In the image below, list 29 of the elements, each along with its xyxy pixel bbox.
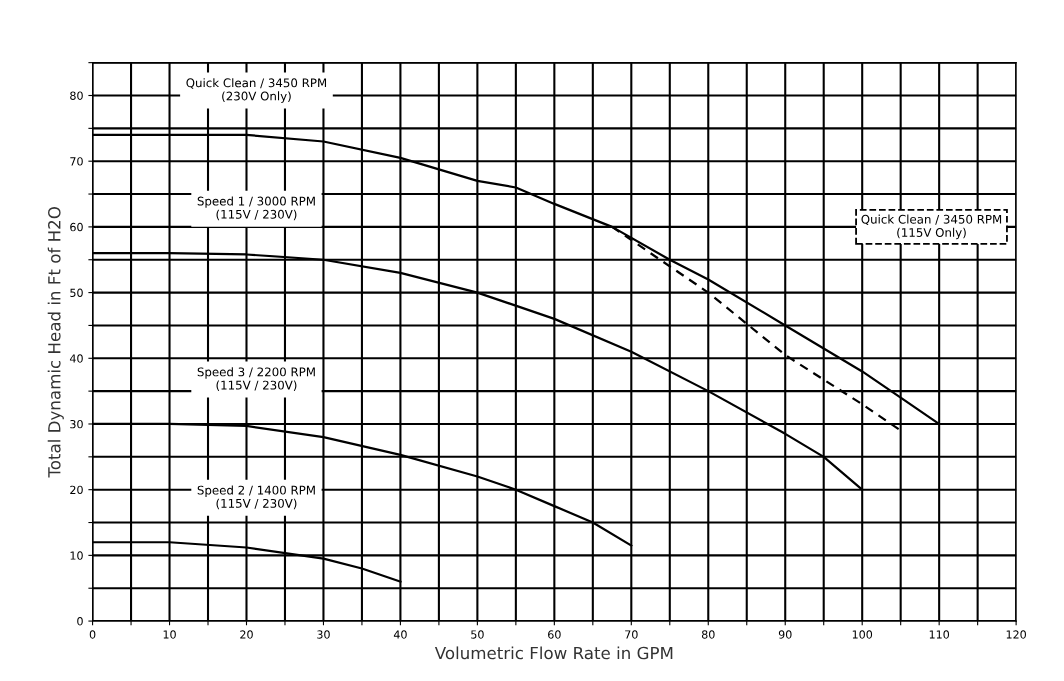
text: Speed 3 / 2200 RPM (115V / 230V) xyxy=(197,367,315,391)
text: Speed 1 / 3000 RPM (115V / 230V) xyxy=(197,196,315,221)
y-tick-label: 60 xyxy=(70,222,83,232)
x-tick-label: 70 xyxy=(625,630,638,639)
x-tick-label: 120 xyxy=(1006,630,1026,639)
text: Quick Clean / 3450 RPM (115V Only) xyxy=(861,214,1002,240)
y-tick-label: 10 xyxy=(70,551,83,560)
x-tick-label: 0 xyxy=(89,630,96,639)
x-tick-label: 90 xyxy=(778,630,792,639)
x-tick-label: 100 xyxy=(852,630,873,639)
y-tick-label: 20 xyxy=(70,485,83,495)
x-axis-title: Volumetric Flow Rate in GPM xyxy=(434,646,673,660)
x-tick-label: 40 xyxy=(393,630,407,639)
y-tick-label: 50 xyxy=(70,288,83,297)
x-tick-label: 50 xyxy=(471,630,484,639)
text: Speed 2 / 1400 RPM (115V / 230V) xyxy=(197,485,315,510)
x-tick-label: 80 xyxy=(701,630,715,639)
y-tick-label: 80 xyxy=(70,91,83,100)
text: Quick Clean / 3450 RPM (230V Only) xyxy=(186,78,327,103)
x-tick-label: 10 xyxy=(163,630,176,639)
y-tick-label: 40 xyxy=(69,354,83,363)
y-tick-label: 30 xyxy=(70,419,83,429)
x-tick-label: 20 xyxy=(240,630,253,639)
y-tick-label: 0 xyxy=(77,617,83,626)
x-tick-label: 110 xyxy=(929,630,950,639)
y-axis-title: Total Dynamic Head in Ft of H2O xyxy=(47,207,64,478)
x-tick-label: 30 xyxy=(317,630,330,639)
x-tick-label: 60 xyxy=(548,630,561,639)
y-tick-label: 70 xyxy=(70,157,83,166)
